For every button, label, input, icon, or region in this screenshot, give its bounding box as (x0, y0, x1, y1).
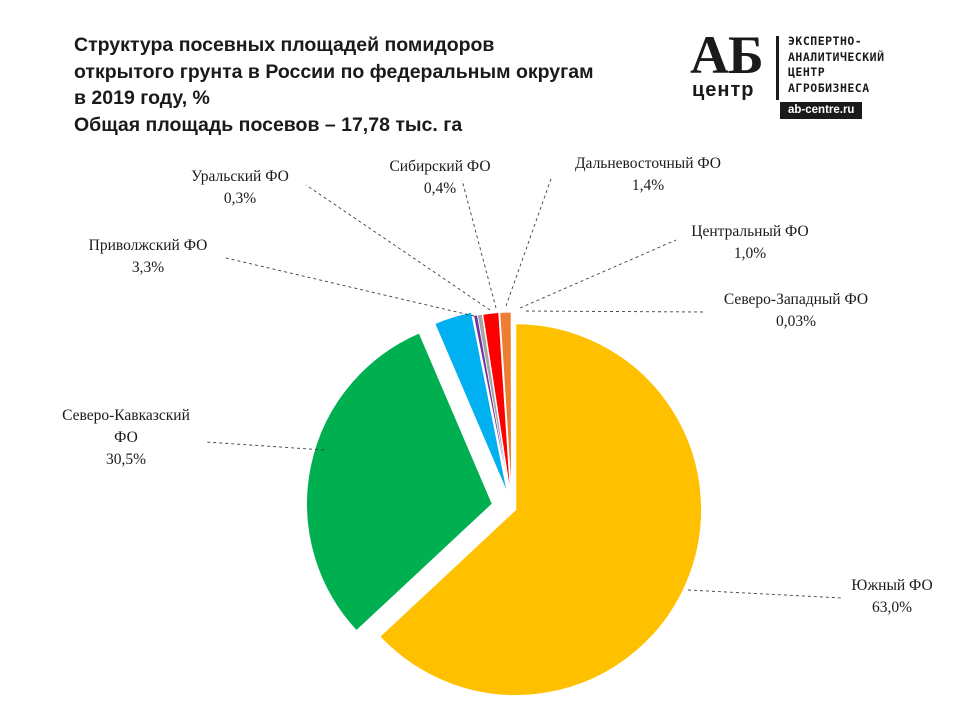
leader-line-5 (461, 179, 497, 309)
slice-value-label-2: 30,5% (106, 451, 146, 468)
leader-line-8 (525, 310, 705, 313)
pie-slice-7 (498, 311, 513, 499)
logo-line-4: АГРОБИЗНЕСА (788, 80, 870, 95)
slice-name-label-8: Северо-Западный ФО (724, 291, 868, 308)
slice-value-label-7: 1,0% (734, 245, 766, 262)
logo-url: ab-centre.ru (780, 102, 863, 119)
slice-value-label-6: 1,4% (632, 177, 664, 194)
title-line-3: в 2019 году, % (74, 87, 210, 109)
pie-slice-3 (433, 311, 509, 495)
chart-title: Структура посевных площадей помидоров от… (74, 32, 664, 138)
logo-divider (776, 36, 779, 100)
ab-centre-logo: АБ центр ЭКСПЕРТНО- АНАЛИТИЧЕСКИЙ ЦЕНТР … (690, 28, 940, 124)
slice-name-label-3: Приволжский ФО (89, 237, 208, 254)
slice-value-label-5: 0,4% (424, 180, 456, 197)
logo-line-1: ЭКСПЕРТНО- (788, 34, 863, 48)
slice-name-label-6: Дальневосточный ФО (575, 155, 721, 172)
slice-name-label-5: Сибирский ФО (389, 158, 490, 175)
pie-slice-6 (481, 311, 512, 499)
logo-center-text: центр (692, 79, 755, 101)
slice-name-label-7: Центральный ФО (691, 223, 808, 240)
title-line-4: Общая площадь посевов – 17,78 тыс. га (74, 113, 463, 136)
title-line-2: открытого грунта в России по федеральным… (74, 60, 594, 83)
title-line-1: Структура посевных площадей помидоров (74, 34, 495, 56)
leader-line-4 (305, 184, 491, 311)
slice-value-label-3: 3,3% (132, 259, 164, 276)
slice-name-label-2: Северо-Кавказский ФО (62, 407, 190, 446)
pie-slice-1 (378, 322, 703, 697)
leader-line-1 (687, 589, 843, 599)
slice-value-label-4: 0,3% (224, 190, 256, 207)
slice-name-label-1: Южный ФО (851, 577, 932, 594)
leader-line-7 (519, 239, 677, 309)
leader-line-6 (505, 175, 553, 307)
slice-value-label-8: 0,03% (776, 313, 816, 330)
slice-name-label-4: Уральский ФО (191, 168, 289, 185)
slice-value-label-1: 63,0% (872, 599, 912, 616)
leader-line-2 (205, 441, 325, 451)
pie-slice-2 (305, 332, 494, 632)
logo-line-3: ЦЕНТР (788, 65, 826, 79)
logo-line-2: АНАЛИТИЧЕСКИЙ (788, 49, 885, 64)
leader-line-3 (225, 257, 475, 317)
logo-ab-text: АБ (690, 25, 764, 85)
logo-caption: ЭКСПЕРТНО- АНАЛИТИЧЕСКИЙ ЦЕНТР АГРОБИЗНЕ… (788, 34, 885, 96)
